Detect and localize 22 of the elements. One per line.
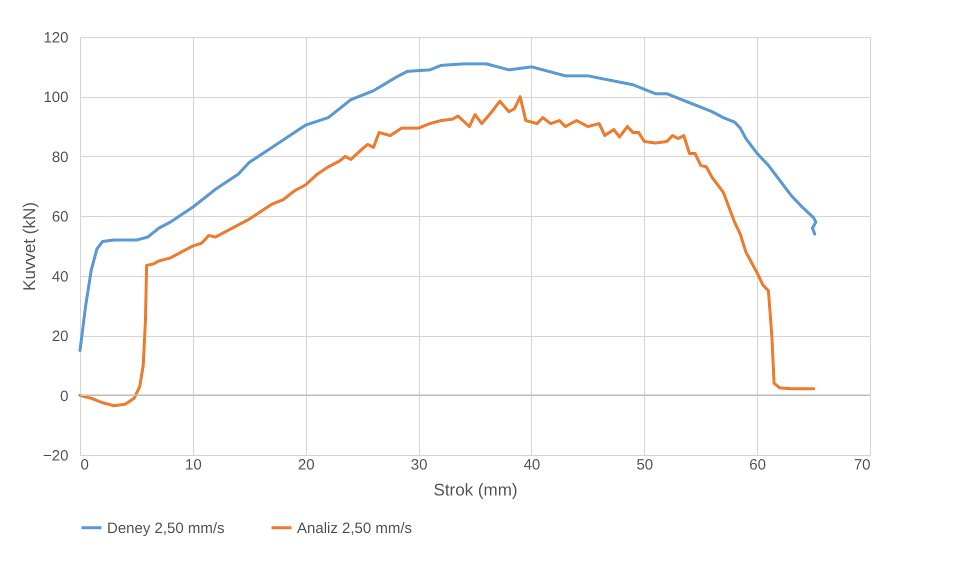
x-tick-label: 50 [636, 456, 654, 474]
x-tick-label: 20 [298, 456, 315, 474]
x-axis-title: Strok (mm) [433, 480, 518, 500]
y-tick-label: −20 [43, 448, 68, 464]
y-tick-label: 20 [52, 328, 68, 346]
y-tick-label: 100 [43, 89, 68, 106]
x-tick-label: 0 [80, 456, 89, 474]
y-tick-label: 120 [43, 30, 68, 46]
x-tick-label: 30 [410, 456, 428, 474]
y-tick-label: 60 [52, 208, 68, 226]
y-tick-label: 80 [52, 148, 68, 166]
x-tick-label: 60 [749, 456, 766, 474]
line-series [78, 62, 818, 352]
y-axis-title: Kuvvet (kN) [20, 202, 40, 291]
y-tick-label: 0 [60, 388, 68, 405]
line-series [78, 95, 816, 408]
x-tick-label: 70 [854, 456, 870, 474]
x-tick-label: 10 [185, 456, 202, 474]
legend-label: Deney 2,50 mm/s [107, 520, 225, 537]
legend-label: Analiz 2,50 mm/s [297, 520, 412, 537]
y-tick-label: 40 [52, 268, 68, 286]
x-tick-label: 40 [524, 456, 540, 474]
